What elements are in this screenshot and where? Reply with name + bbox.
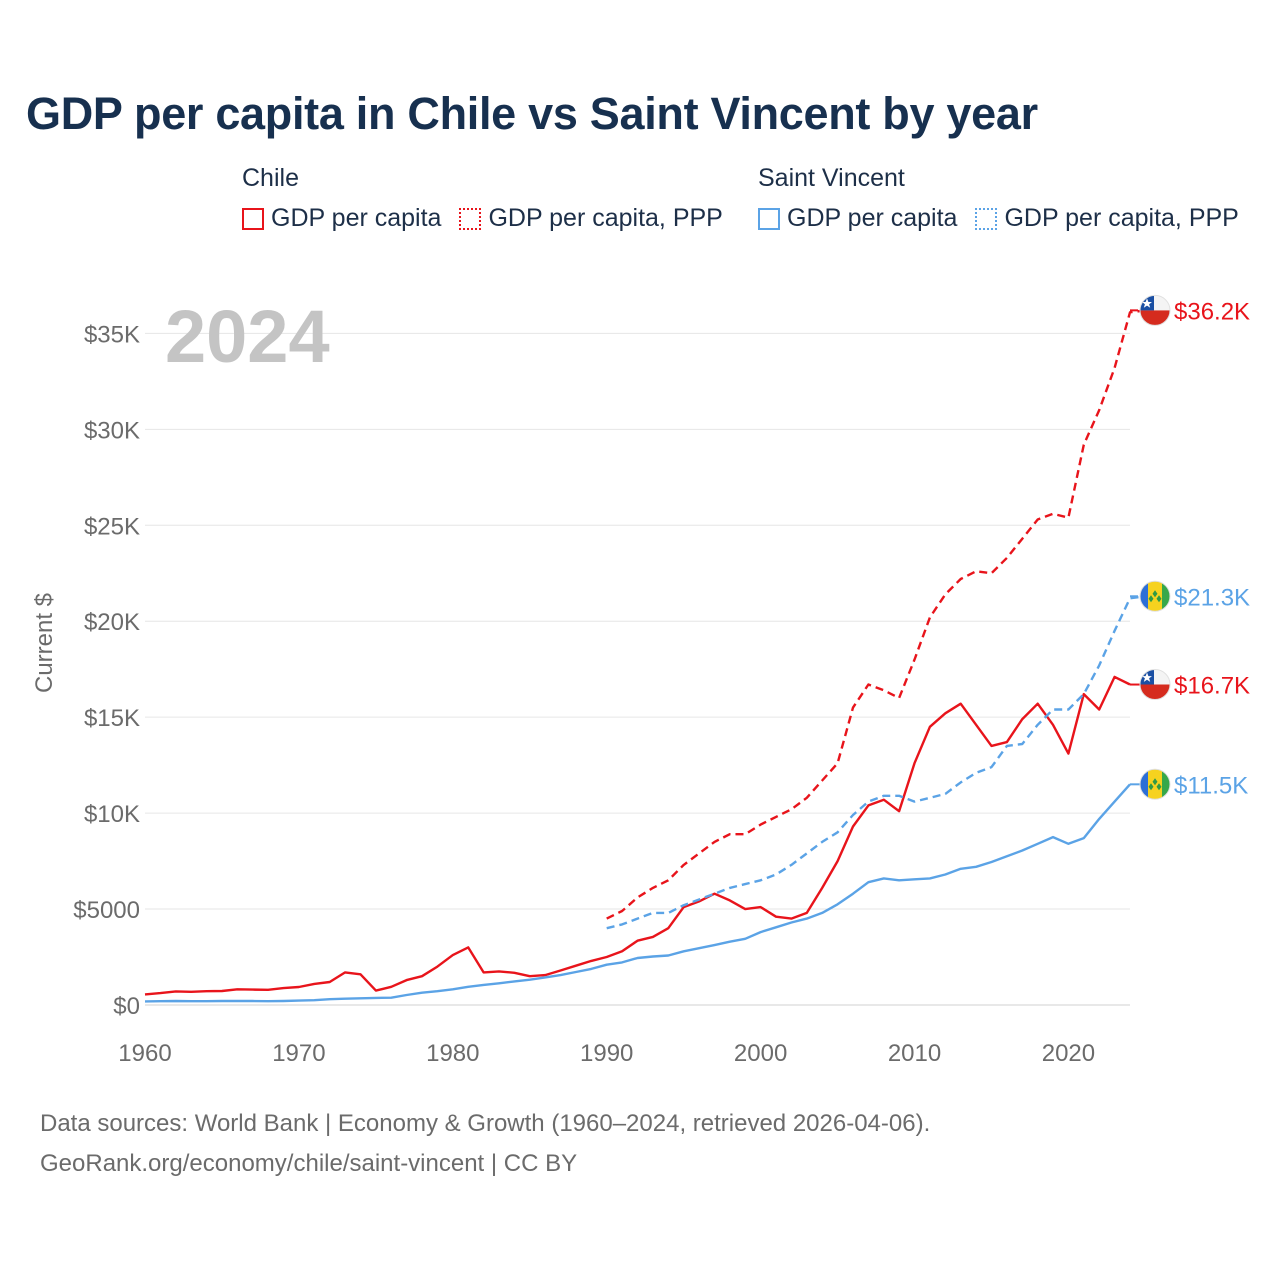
chile-flag-icon: [1139, 294, 1171, 326]
y-tick-label: $0: [113, 993, 140, 1020]
saint-vincent-flag-icon: [1139, 580, 1171, 612]
x-tick-label: 1960: [118, 1040, 171, 1067]
y-tick-label: $15K: [84, 705, 140, 732]
x-tick-label: 1980: [426, 1040, 479, 1067]
end-label-layer: $36.2K $16.7K $21.3K $11.5K: [1130, 294, 1250, 800]
series-layer: [144, 309, 1146, 1003]
legend-item-chile-ppp[interactable]: GDP per capita, PPP: [459, 204, 723, 233]
y-tick-label: $30K: [84, 417, 140, 444]
x-tick-label: 1990: [580, 1040, 633, 1067]
legend-group-saint-vincent: Saint Vincent GDP per capita GDP per cap…: [758, 162, 1257, 233]
line-chart: 2024 $0 $5000 $10K $15K $20K $25K $30K $35K 1960…: [31, 294, 1250, 1067]
grid-layer: [145, 332, 1130, 1006]
y-tick-label: $10K: [84, 801, 140, 828]
y-tick-label: $35K: [84, 321, 140, 348]
source-line-2[interactable]: GeoRank.org/economy/chile/saint-vincent …: [40, 1150, 578, 1177]
series-line-svg_gdp[interactable]: [144, 783, 1131, 1003]
source-line-1: Data sources: World Bank | Economy & Gro…: [40, 1110, 931, 1137]
end-value-label: $21.3K: [1174, 584, 1250, 611]
x-tick-label: 1970: [272, 1040, 325, 1067]
legend-item-label: GDP per capita, PPP: [1004, 204, 1239, 232]
end-value-label: $36.2K: [1174, 298, 1250, 325]
series-line-chile_gdp[interactable]: [144, 675, 1131, 996]
y-tick-label: $5000: [73, 897, 140, 924]
legend-swatch-solid: [242, 207, 264, 230]
legend-item-label: GDP per capita: [271, 204, 442, 232]
chile-flag-icon: [1139, 669, 1171, 700]
legend-item-svg-gdp[interactable]: GDP per capita: [758, 204, 957, 233]
legend-swatch-dotted: [459, 207, 482, 230]
legend-item-chile-gdp[interactable]: GDP per capita: [242, 204, 441, 233]
series-line-svg_ppp[interactable]: [606, 595, 1146, 930]
saint-vincent-flag-icon: [1139, 768, 1171, 800]
legend-swatch-dotted: [975, 207, 998, 230]
legend-group-title: Chile: [242, 164, 299, 192]
y-axis-title: Current $: [31, 593, 58, 693]
legend-group-title: Saint Vincent: [758, 164, 905, 192]
source-note: Data sources: World Bank | Economy & Gro…: [40, 1104, 930, 1184]
chart-title: GDP per capita in Chile vs Saint Vincent…: [26, 88, 1038, 139]
y-tick-label: $25K: [84, 513, 140, 540]
y-tick-label: $20K: [84, 609, 140, 636]
legend-swatch-solid: [758, 207, 780, 230]
legend-item-svg-ppp[interactable]: GDP per capita, PPP: [975, 204, 1239, 233]
end-value-label: $11.5K: [1174, 772, 1248, 799]
axis-layer: $0 $5000 $10K $15K $20K $25K $30K $35K 1960 1970 1…: [73, 321, 1095, 1067]
end-value-label: $16.7K: [1174, 673, 1250, 700]
x-tick-label: 2000: [734, 1040, 787, 1067]
legend-item-label: GDP per capita: [787, 204, 958, 232]
series-line-chile_ppp[interactable]: [606, 309, 1146, 920]
legend-group-chile: Chile GDP per capita GDP per capita, PPP: [242, 162, 741, 233]
year-watermark: 2024: [165, 295, 330, 378]
legend-item-label: GDP per capita, PPP: [488, 204, 723, 232]
x-tick-label: 2020: [1042, 1040, 1095, 1067]
x-tick-label: 2010: [888, 1040, 941, 1067]
